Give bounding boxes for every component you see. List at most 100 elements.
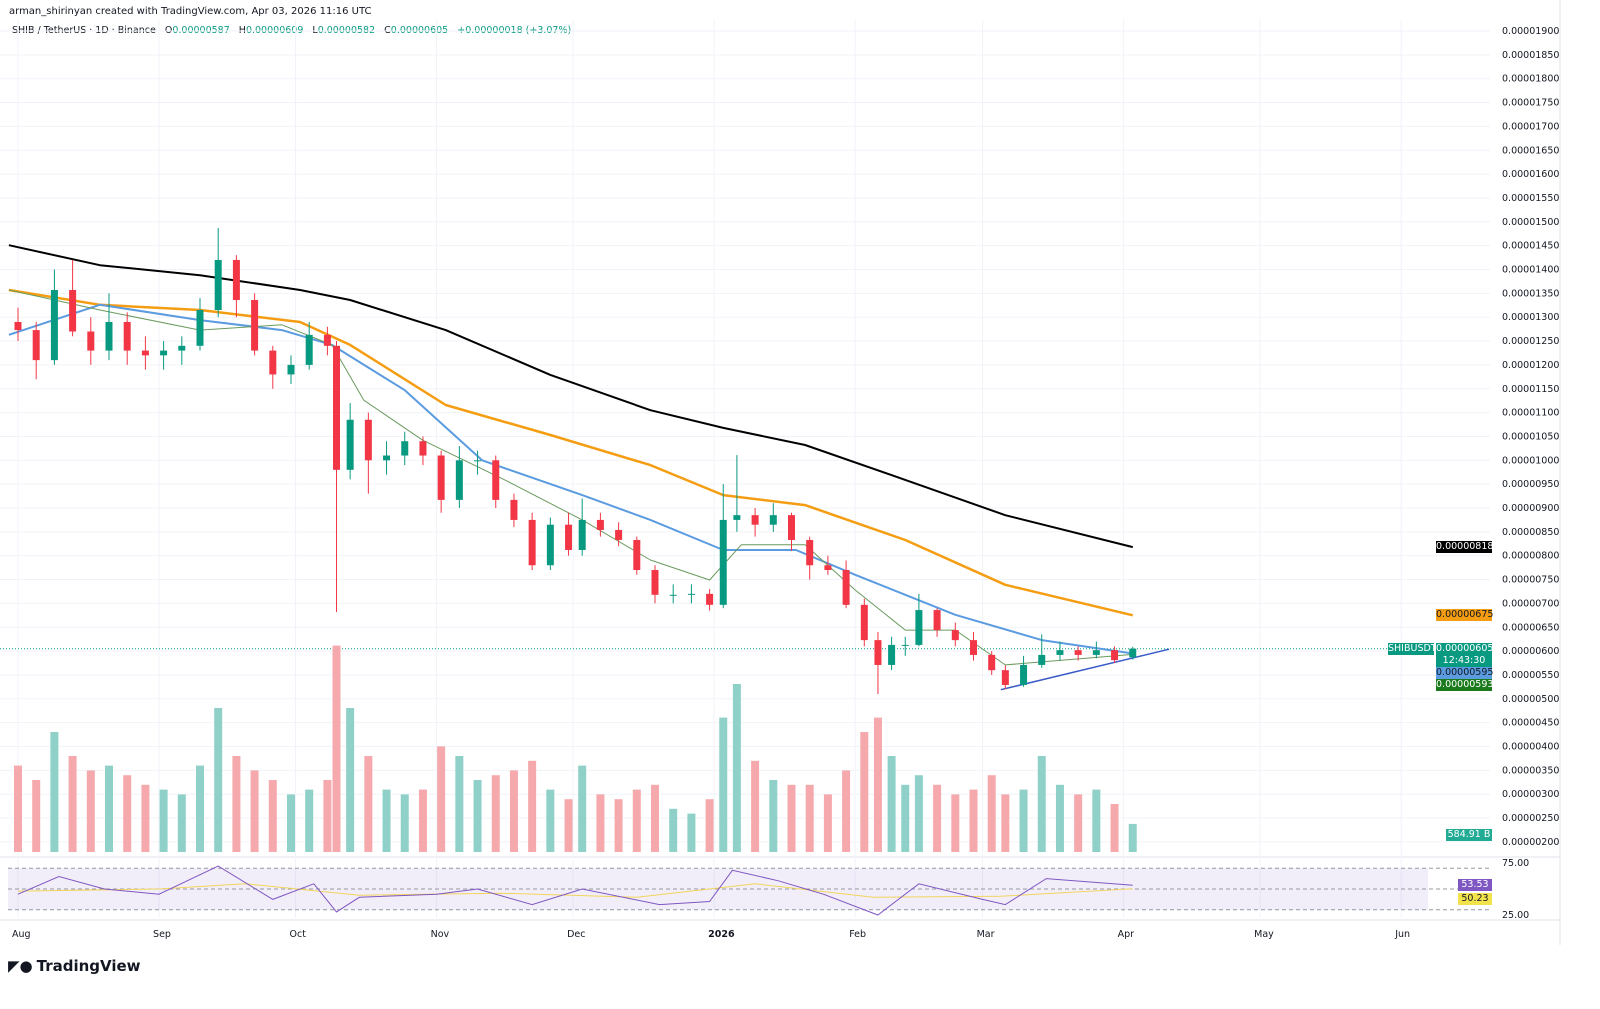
volume-bar	[669, 808, 678, 852]
y-tick-label: 0.00001400	[1502, 265, 1559, 276]
y-tick-label: 0.00001850	[1502, 50, 1559, 61]
candle-body	[1111, 650, 1119, 661]
x-tick-label: May	[1254, 929, 1274, 940]
candle-body	[578, 519, 586, 550]
y-tick-label: 0.00000750	[1502, 575, 1559, 586]
volume-bar	[705, 799, 714, 852]
tradingview-logo-icon: ◤●	[8, 957, 33, 975]
volume-bar	[159, 789, 168, 852]
volume-bar	[177, 794, 186, 852]
y-tick-label: 0.00000600	[1502, 646, 1559, 657]
ma20-line	[8, 289, 1133, 666]
candle-body	[333, 345, 340, 470]
candle-body	[1074, 650, 1082, 655]
rsi-tag: 53.53	[1458, 879, 1492, 891]
volume-bar	[86, 770, 95, 852]
volume-bar	[123, 775, 132, 852]
volume-bar	[1110, 804, 1119, 852]
candle-body	[769, 515, 777, 525]
candle-body	[87, 331, 95, 351]
volume-bar	[214, 708, 223, 852]
ma200-price-tag: 0.00000818	[1436, 541, 1494, 553]
candle-body	[287, 364, 295, 375]
volume-bar	[305, 789, 314, 852]
ma100-price-tag: 0.00000675	[1436, 609, 1494, 621]
volume-bar	[68, 756, 77, 852]
volume-bar	[437, 746, 446, 852]
y-tick-label: 0.00001150	[1502, 384, 1559, 395]
candle-body	[669, 594, 677, 596]
volume-bar	[951, 794, 960, 852]
candle-body	[651, 570, 659, 595]
x-tick-label: Sep	[153, 929, 171, 940]
candle-body	[733, 515, 741, 520]
candle-body	[160, 350, 168, 356]
y-tick-label: 0.00001000	[1502, 455, 1559, 466]
ma20-price-tag: 0.00000593	[1436, 679, 1494, 691]
candle-body	[419, 441, 427, 456]
volume-bar	[933, 784, 942, 852]
candle-body	[788, 515, 795, 540]
y-tick-label: 0.00001050	[1502, 431, 1559, 442]
volume-bar	[596, 794, 605, 852]
volume-bar	[651, 784, 659, 852]
rsi-tick-label: 25.00	[1502, 910, 1529, 921]
volume-bar	[509, 770, 518, 852]
y-tick-label: 0.00000950	[1502, 479, 1559, 490]
candle-body	[915, 610, 923, 645]
candle-body	[455, 460, 463, 500]
y-tick-label: 0.00000500	[1502, 694, 1559, 705]
ma50-line	[8, 303, 1133, 655]
volume-bar	[105, 765, 113, 852]
candle-body	[1020, 664, 1028, 685]
volume-bar	[50, 732, 59, 852]
rsi-line	[17, 865, 1133, 916]
candle-body	[596, 519, 604, 530]
candle-body	[988, 654, 996, 671]
volume-bar	[232, 756, 241, 852]
volume-bar	[528, 760, 537, 852]
trendline	[1000, 648, 1170, 691]
volume-bar	[14, 765, 22, 852]
x-tick-label: Feb	[849, 929, 866, 940]
candle-body	[346, 419, 354, 470]
x-tick-label: Apr	[1118, 929, 1135, 940]
x-tick-label: Oct	[290, 929, 307, 940]
candle-body	[751, 515, 759, 525]
volume-bar	[418, 789, 427, 852]
y-tick-label: 0.00001100	[1502, 408, 1559, 419]
volume-bar	[332, 645, 341, 852]
rsi-ma-tag: 50.23	[1458, 893, 1492, 905]
x-tick-label: Jun	[1394, 929, 1410, 940]
y-tick-label: 0.00000550	[1502, 670, 1559, 681]
ma100-line	[8, 288, 1134, 617]
candle-body	[232, 259, 240, 301]
y-tick-label: 0.00001250	[1502, 336, 1559, 347]
candle-body	[1092, 650, 1100, 655]
volume-bar	[578, 765, 587, 852]
y-tick-label: 0.00000650	[1502, 622, 1559, 633]
x-tick-label: Nov	[431, 929, 450, 940]
volume-bar	[632, 789, 641, 852]
volume-bar	[823, 794, 832, 852]
candle-body	[364, 419, 372, 461]
volume-bar	[473, 780, 482, 852]
candle-body	[546, 524, 554, 566]
candle-body	[874, 640, 882, 665]
candle-body	[633, 539, 641, 571]
candle-body	[615, 529, 623, 540]
candle-body	[565, 524, 573, 550]
chart-credit: arman_shirinyan created with TradingView…	[9, 6, 372, 17]
x-tick-label: Mar	[977, 929, 995, 940]
volume-bar	[268, 780, 277, 852]
volume-bar	[914, 775, 923, 852]
candle-body	[141, 350, 149, 356]
y-tick-label: 0.00001750	[1502, 98, 1559, 109]
countdown-tag: 12:43:30	[1436, 655, 1492, 667]
candle-body	[901, 644, 909, 646]
volume-bar	[250, 770, 259, 852]
tradingview-logo[interactable]: ◤● TradingView	[8, 957, 141, 975]
x-tick-label: Dec	[567, 929, 585, 940]
volume-bar	[873, 717, 882, 852]
